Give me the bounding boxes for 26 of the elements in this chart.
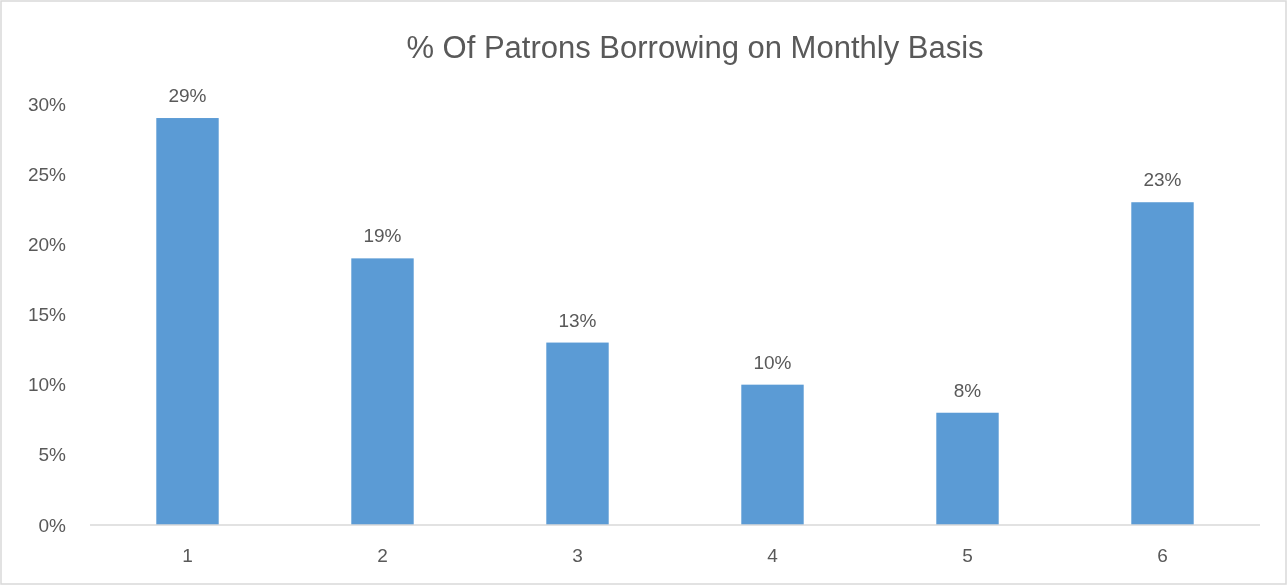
bar	[156, 118, 219, 525]
y-tick-label: 0%	[38, 514, 67, 536]
y-tick-label: 25%	[27, 163, 67, 185]
bar	[1131, 202, 1194, 525]
data-label: 19%	[363, 225, 402, 247]
y-tick-label: 5%	[38, 444, 67, 466]
data-label: 13%	[558, 309, 597, 331]
data-label: 10%	[753, 351, 792, 373]
bar	[546, 342, 609, 525]
data-label: 23%	[1143, 169, 1182, 191]
chart-title: % Of Patrons Borrowing on Monthly Basis	[406, 30, 984, 65]
bar	[741, 384, 804, 525]
y-tick-label: 10%	[27, 374, 67, 396]
x-tick-label: 1	[182, 545, 193, 566]
y-tick-label: 20%	[27, 233, 67, 255]
data-label: 29%	[168, 85, 207, 107]
data-label: 8%	[953, 379, 982, 401]
bar	[351, 258, 414, 525]
x-tick-label: 6	[1157, 545, 1168, 566]
x-tick-label: 2	[377, 545, 388, 566]
y-tick-label: 30%	[27, 93, 67, 115]
x-tick-label: 4	[767, 545, 779, 566]
x-tick-label: 3	[572, 545, 583, 566]
y-tick-label: 15%	[27, 304, 67, 326]
x-tick-label: 5	[962, 545, 973, 566]
bar	[936, 412, 999, 525]
